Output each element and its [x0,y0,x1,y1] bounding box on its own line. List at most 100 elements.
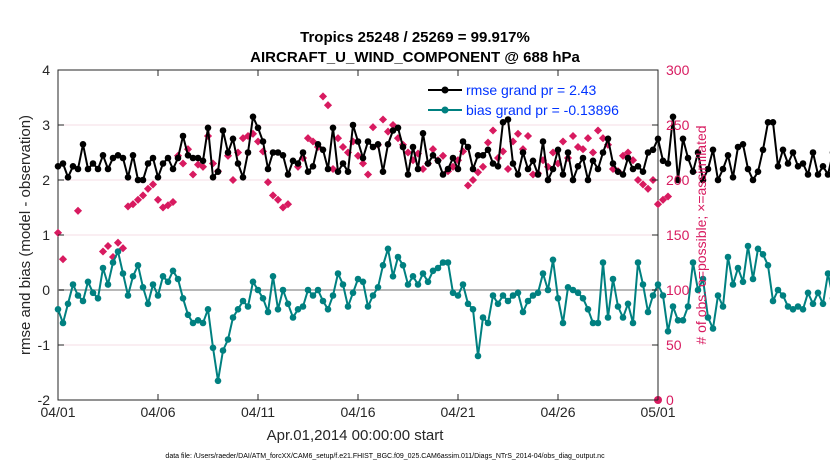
obs-marker-shape [158,203,168,212]
rmse-point [169,165,177,173]
rmse-point [819,163,827,170]
rmse-point [589,157,597,165]
rmse-point [299,149,307,156]
rmse-point [539,138,547,145]
obs-marker-shape [263,178,273,187]
rmse-point [174,154,182,162]
bias-point [669,303,677,310]
bias-point [504,297,512,305]
rmse-point [269,149,277,156]
obs-marker-shape [113,238,123,247]
obs-marker-shape [428,145,438,154]
rmse-point [394,124,402,132]
chart-title: Tropics 25248 / 25269 = 99.917% [300,29,530,46]
bias-point [794,303,802,310]
bias-point [549,256,557,264]
bias-point [464,300,472,308]
obs-marker-shape [98,247,108,256]
obs-marker-shape [368,123,378,132]
bias-point [84,278,92,286]
bias-point [814,289,822,297]
rmse-point [84,165,92,173]
obs-marker [143,184,153,193]
obs-marker-shape [438,151,448,160]
bias-point [99,264,107,272]
rmse-point [484,146,492,154]
rmse-point [214,168,222,175]
rmse-point [579,154,587,162]
legend-bias-label: bias grand pr = -0.13896 [466,102,619,118]
bias-point [254,286,262,294]
bias-point [724,253,732,261]
obs-marker-shape [663,192,673,201]
rmse-point [134,176,142,184]
rmse-point [179,132,187,140]
bias-point [284,300,292,308]
bias-point [499,292,507,299]
obs-marker [653,200,663,209]
bias-point [64,300,72,308]
rmse-point [584,176,592,184]
obs-marker [438,151,448,160]
bias-point [599,259,607,266]
rmse-point [629,165,637,173]
rmse-point [469,165,477,173]
obs-marker-shape [148,180,158,189]
y2-tick-label: 0 [666,392,674,408]
rmse-point [254,124,262,132]
y-tick-label: 2 [42,172,50,188]
rmse-line [57,113,830,184]
obs-marker-shape [338,142,348,152]
bias-point [559,319,567,327]
rmse-point [609,160,617,167]
x-tick-label: 04/26 [540,404,575,420]
bias-point [354,275,362,283]
obs-marker-shape [578,145,588,154]
rmse-point [559,171,567,178]
rmse-point [489,160,497,167]
obs-marker-shape [593,126,603,135]
rmse-point [769,119,777,126]
rmse-point [279,152,287,159]
rmse-point [449,154,457,162]
obs-marker-shape [653,200,663,209]
bias-point [419,270,427,277]
bias-point [104,281,112,288]
obs-marker [633,175,643,185]
rmse-point [659,157,667,165]
obs-marker-shape [483,138,493,147]
rmse-point [119,154,127,162]
bias-point [214,377,222,385]
bias-point [659,292,667,299]
rmse-point [319,146,327,154]
bias-point [609,275,617,283]
obs-marker-shape [138,191,148,200]
rmse-point [439,171,447,178]
bias-point [119,270,127,277]
y-tick-label: 4 [42,62,50,78]
bias-point [644,308,652,316]
x-tick-label: 04/11 [241,404,275,420]
obs-marker-shape [238,134,248,143]
bias-point [89,289,97,297]
rmse-point [89,160,97,167]
obs-marker-shape [308,137,318,146]
y2-tick-label: 200 [666,172,690,188]
rmse-point [149,154,157,162]
obs-marker-shape [53,228,63,237]
bias-point [824,270,830,277]
obs-marker [368,123,378,132]
obs-marker [228,175,238,185]
bias-point [124,292,132,299]
rmse-point [759,146,767,154]
bias-point [374,284,382,291]
obs-marker-shape [153,195,163,204]
rmse-point [284,171,292,178]
rmse-point [274,149,282,156]
obs-marker [658,195,668,204]
rmse-point [434,157,442,165]
obs-marker [628,156,638,165]
bias-point [184,311,192,319]
bias-point [224,336,232,343]
obs-marker [473,168,483,177]
